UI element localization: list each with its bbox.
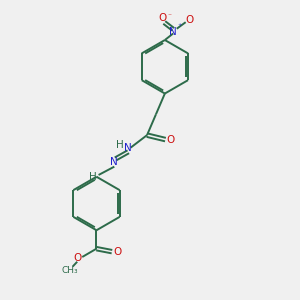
- Text: N: N: [110, 158, 118, 167]
- Text: H: H: [89, 172, 97, 182]
- Text: O: O: [185, 15, 194, 25]
- Text: N: N: [169, 27, 177, 37]
- Text: O: O: [167, 135, 175, 145]
- Text: H: H: [116, 140, 124, 150]
- Text: O: O: [113, 247, 121, 257]
- Text: O: O: [158, 13, 166, 23]
- Text: CH₃: CH₃: [61, 266, 78, 275]
- Text: ⁺: ⁺: [177, 22, 181, 32]
- Text: ⁻: ⁻: [168, 11, 172, 20]
- Text: N: N: [124, 142, 132, 153]
- Text: O: O: [73, 253, 81, 263]
